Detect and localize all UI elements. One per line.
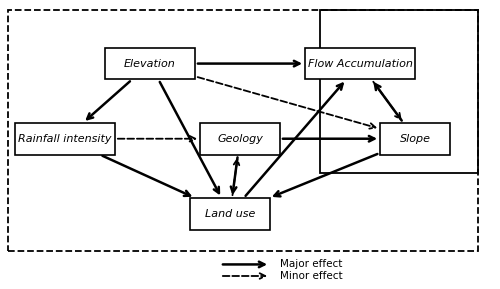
- FancyBboxPatch shape: [305, 48, 415, 79]
- Text: Flow Accumulation: Flow Accumulation: [308, 59, 412, 68]
- Text: Land use: Land use: [205, 209, 255, 219]
- FancyBboxPatch shape: [105, 48, 195, 79]
- Text: Minor effect: Minor effect: [280, 271, 342, 281]
- FancyBboxPatch shape: [15, 123, 115, 155]
- FancyBboxPatch shape: [200, 123, 280, 155]
- Text: Elevation: Elevation: [124, 59, 176, 68]
- Text: Rainfall intensity: Rainfall intensity: [18, 134, 112, 144]
- Text: Major effect: Major effect: [280, 260, 342, 269]
- Text: Slope: Slope: [400, 134, 430, 144]
- FancyBboxPatch shape: [190, 198, 270, 230]
- FancyBboxPatch shape: [380, 123, 450, 155]
- Text: Geology: Geology: [217, 134, 263, 144]
